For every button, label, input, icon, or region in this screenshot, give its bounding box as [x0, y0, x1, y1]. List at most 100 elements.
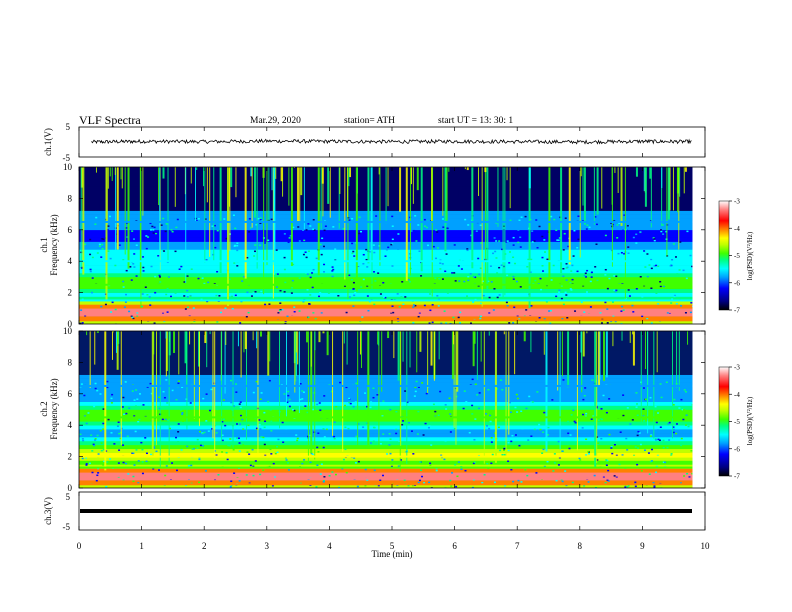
sferic-streak [114, 167, 116, 175]
sferic-streak [343, 331, 345, 344]
spectrogram-noise [267, 400, 270, 403]
spectrogram-noise [653, 265, 656, 267]
spectrogram-noise [565, 279, 568, 281]
spectrogram-noise [579, 459, 582, 461]
spectrogram-noise [478, 392, 481, 394]
sferic-streak [224, 331, 226, 394]
spectrogram-noise [583, 274, 586, 277]
spectrogram-row [79, 468, 693, 473]
spectrogram-noise [183, 281, 186, 283]
spectrogram-noise [575, 228, 578, 231]
spectrogram-noise [224, 307, 227, 310]
sferic-streak [464, 167, 466, 170]
sferic-streak [502, 167, 504, 301]
spectrogram-noise [102, 422, 105, 425]
spectrogram-noise [651, 448, 654, 451]
spectrogram-noise [664, 461, 667, 464]
spectrogram-noise [314, 318, 317, 320]
spectrogram-noise [292, 226, 295, 229]
spectrogram-noise [548, 310, 551, 312]
spectrogram-noise [542, 431, 545, 434]
spectrogram-noise [85, 464, 88, 466]
sferic-streak [339, 167, 341, 194]
spectrogram-noise [518, 444, 521, 447]
spectrogram-noise [152, 468, 155, 470]
spectrogram-noise [165, 465, 168, 467]
spectrogram-noise [659, 426, 662, 428]
spectrogram-noise [284, 320, 287, 323]
spectrogram-noise [80, 397, 83, 400]
sferic-streak [355, 167, 358, 292]
spectrogram-noise [466, 295, 469, 297]
ch3-wave-ytick-top: 5 [66, 492, 71, 502]
spectrogram-noise [606, 308, 609, 310]
spectrogram-noise [205, 420, 208, 422]
spectrogram-noise [139, 383, 142, 385]
spectrogram-noise [682, 269, 685, 272]
spectrogram-noise [239, 406, 242, 409]
spectrogram-noise [246, 216, 249, 219]
spectrogram-noise [412, 304, 415, 306]
spectrogram-noise [141, 305, 144, 308]
spectrogram-noise [453, 427, 456, 430]
spectrogram-noise [253, 250, 256, 253]
spectrogram-noise [350, 279, 353, 281]
spectrogram-noise [319, 409, 322, 411]
spectrogram-noise [574, 421, 577, 424]
spectrogram-noise [374, 280, 377, 282]
sferic-streak [158, 167, 160, 206]
spectrogram-noise [275, 249, 278, 251]
sferic-streak [165, 331, 167, 339]
spectrogram-noise [573, 229, 576, 232]
spectrogram-noise [289, 438, 292, 441]
spectrogram-noise [250, 295, 253, 297]
spectrogram-noise [133, 415, 136, 417]
spectrogram-noise [675, 423, 678, 425]
spectrogram-noise [209, 409, 212, 412]
spectrogram-noise [366, 266, 369, 268]
sferic-streak [640, 331, 642, 424]
sferic-streak [653, 331, 655, 439]
spectrogram-noise [118, 449, 121, 451]
spectrogram-noise [147, 236, 150, 238]
spectrogram-noise [124, 381, 127, 383]
spectrogram-noise [87, 412, 90, 414]
spectrogram-noise [633, 454, 636, 457]
spectrogram-noise [501, 248, 504, 251]
spectrogram-row [79, 257, 693, 262]
spectrogram-noise [403, 479, 406, 481]
band-line [79, 466, 693, 469]
spectrogram-noise [270, 430, 273, 432]
spectrogram-noise [690, 302, 693, 304]
spectrogram-noise [663, 379, 666, 382]
spectrogram-noise [506, 215, 509, 218]
spectrogram-noise [539, 277, 542, 280]
spectrogram-noise [570, 289, 573, 291]
spectrogram-noise [106, 380, 109, 383]
spectrogram-noise [584, 415, 587, 418]
spectrogram-noise [526, 266, 529, 268]
sferic-streak [594, 331, 597, 468]
spectrogram-noise [238, 442, 241, 444]
spectrogram-noise [249, 226, 252, 229]
spectrogram-noise [287, 394, 290, 397]
spectrogram-noise [421, 475, 424, 478]
spectrogram-row [79, 480, 693, 485]
sferic-streak [381, 331, 383, 392]
spectrogram-noise [662, 285, 665, 288]
spectrogram-row [79, 401, 693, 406]
spectrogram-noise [96, 389, 99, 392]
spectrogram-noise [293, 310, 296, 313]
spectrogram-noise [247, 424, 250, 427]
sferic-streak [361, 331, 363, 368]
spectrogram-noise [381, 415, 384, 417]
spectrogram-noise [181, 239, 184, 242]
spectrogram-noise [106, 386, 109, 389]
sferic-streak [230, 167, 233, 188]
spectrogram-noise [661, 241, 664, 244]
spectrogram-noise [288, 398, 291, 401]
spectrogram-noise [512, 322, 515, 324]
spectrogram-noise [264, 242, 267, 244]
sferic-streak [159, 331, 161, 468]
spectrogram-noise [295, 434, 298, 436]
